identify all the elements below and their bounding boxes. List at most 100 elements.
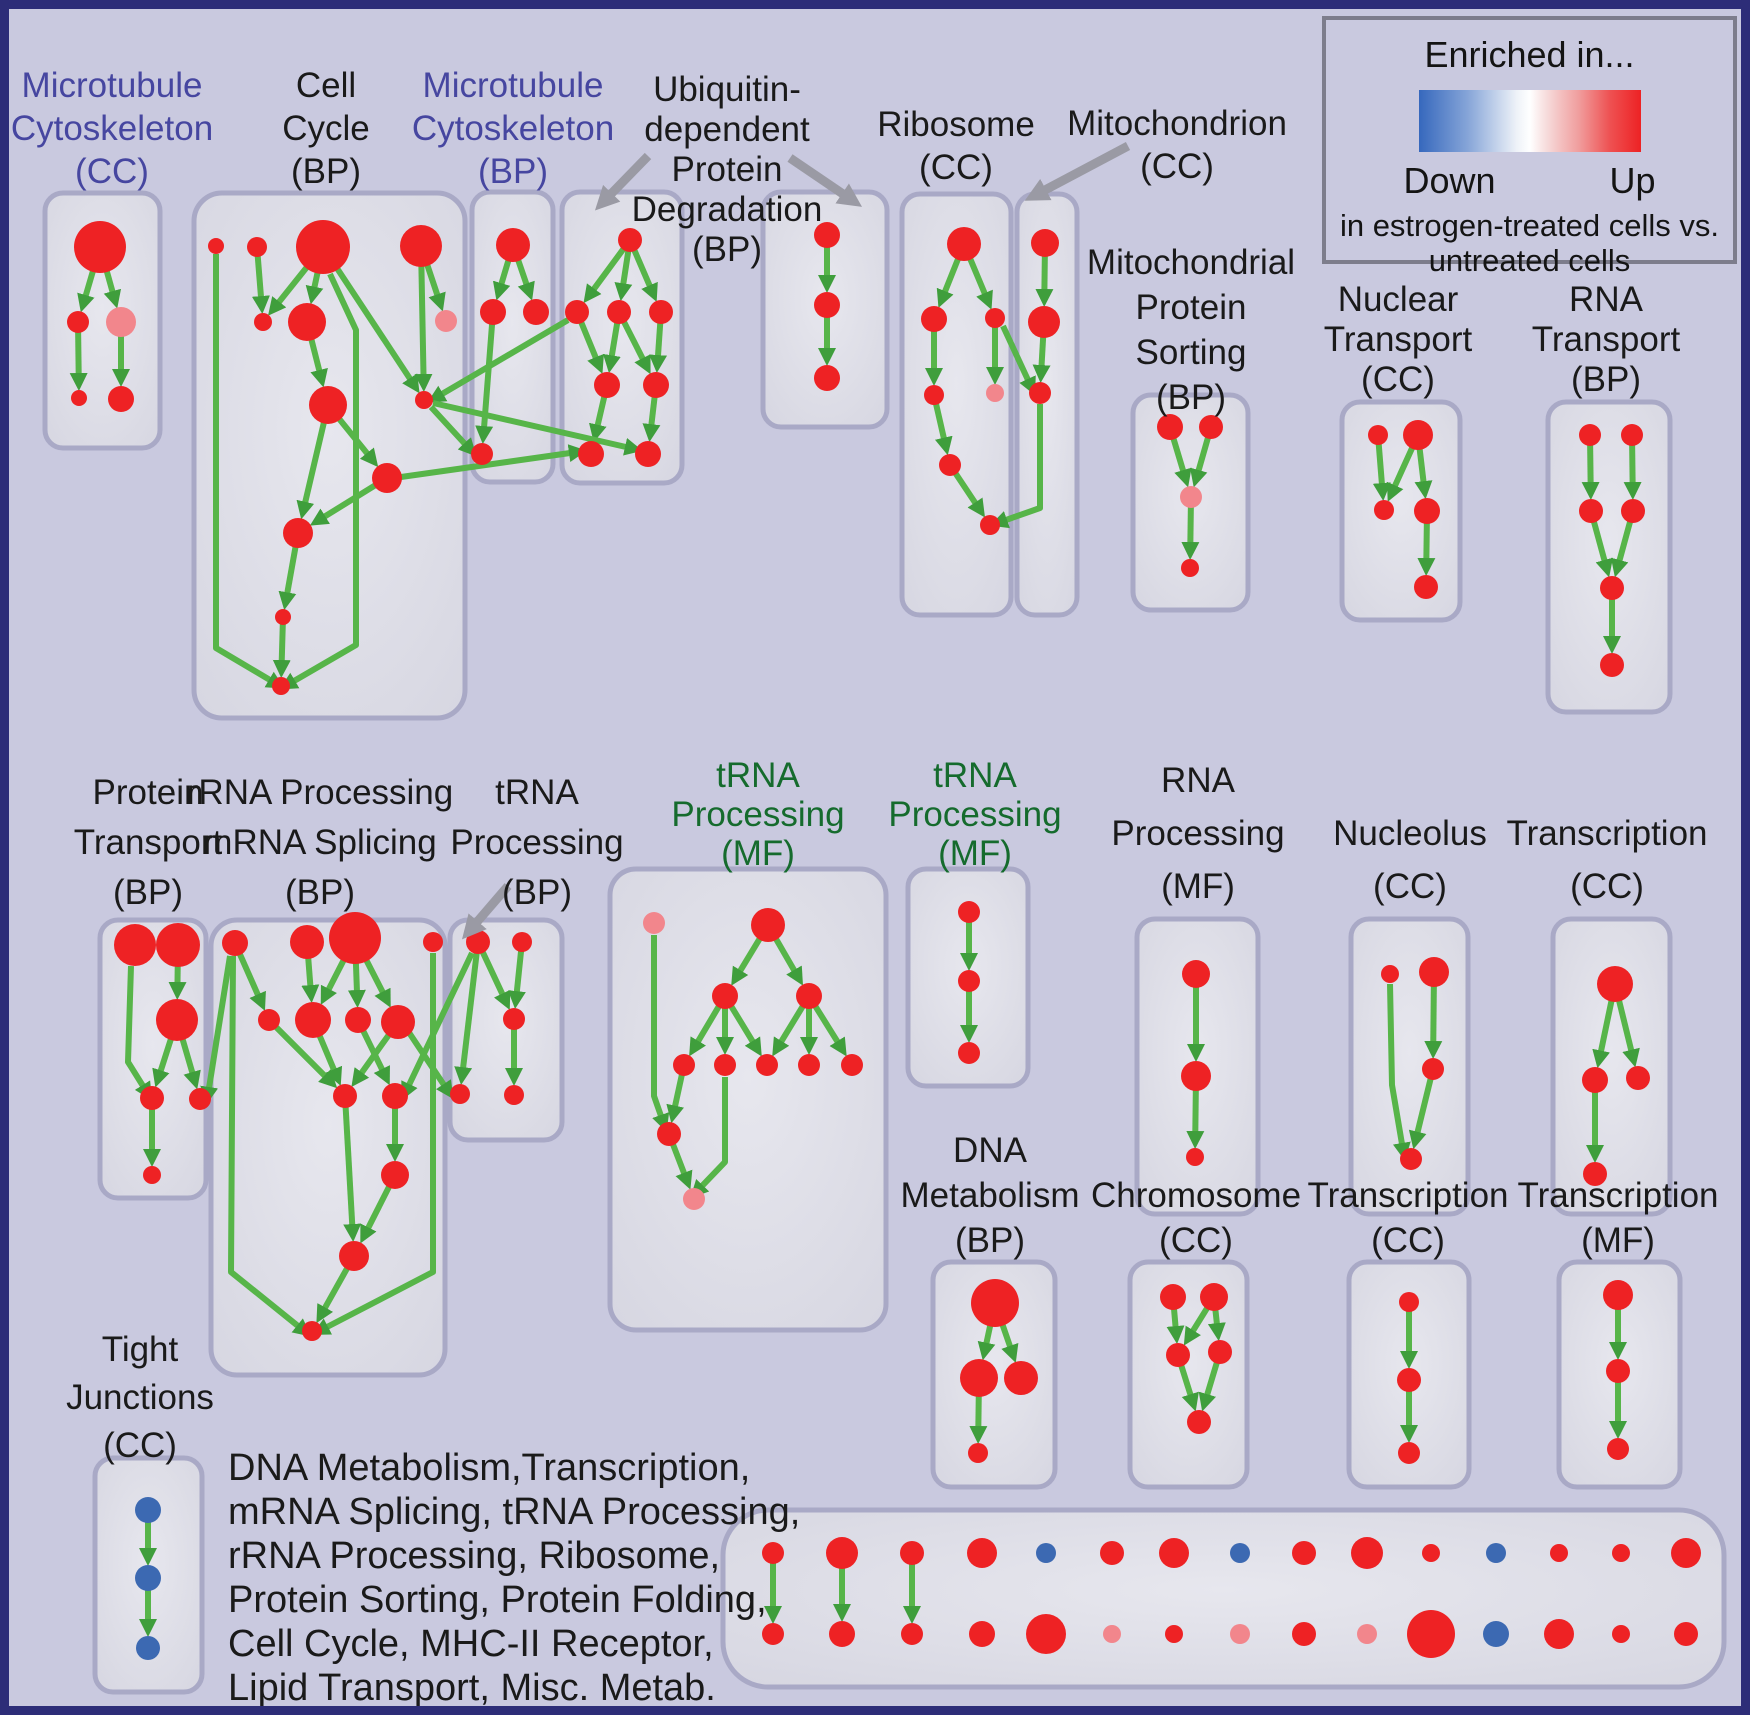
cluster-label-line: (CC) xyxy=(103,1426,177,1465)
cluster-label-line: Sorting xyxy=(1135,332,1247,372)
node-dna-metabolism-bp-1 xyxy=(960,1359,998,1397)
cluster-label-line: mRNA Splicing xyxy=(203,823,437,862)
node-rna-transport-bp-4 xyxy=(1600,576,1624,600)
cluster-label-line: tRNA xyxy=(933,755,1017,795)
node-misc-strip-28 xyxy=(1612,1625,1630,1643)
edge-cell-cycle-bp-12 xyxy=(213,254,285,689)
node-nuclear-transport-cc-3 xyxy=(1414,498,1440,524)
node-ubiquitin-degradation-bp-1-5 xyxy=(643,372,669,398)
summary-note-line: DNA Metabolism,Transcription, xyxy=(228,1447,751,1489)
node-chromosome-cc-3 xyxy=(1208,1340,1232,1364)
node-nuclear-transport-cc-0 xyxy=(1368,425,1388,445)
node-dna-metabolism-bp-2 xyxy=(1004,1361,1038,1395)
edge-trna-processing-mf-1-8 xyxy=(666,1073,686,1124)
edge-protein-transport-bp-2 xyxy=(179,1037,201,1090)
cluster-label-line: Cytoskeleton xyxy=(10,108,214,148)
node-trna-processing-mf-1-7 xyxy=(798,1054,820,1076)
cluster-label-line: (MF) xyxy=(938,833,1012,873)
node-dna-metabolism-bp-0 xyxy=(971,1279,1019,1327)
node-cell-cycle-bp-7 xyxy=(309,386,347,424)
edge-trna-processing-mf-1-10 xyxy=(651,935,670,1133)
cluster-label-line: Transport xyxy=(1531,320,1681,359)
cluster-label-line: RNA xyxy=(1569,280,1643,319)
edge-ubiquitin-degradation-bp-1-8 xyxy=(642,395,661,443)
cluster-label-transcription-cc-bottom: Transcription (CC) xyxy=(1308,1173,1509,1263)
edge-ubiquitin-degradation-bp-1-3 xyxy=(578,320,604,374)
node-rna-transport-bp-1 xyxy=(1621,424,1643,446)
edge-ubiquitin-degradation-bp-1-7 xyxy=(589,395,608,443)
node-rna-transport-bp-2 xyxy=(1579,499,1603,523)
node-cell-cycle-bp-11 xyxy=(275,609,291,625)
cluster-label-trna-processing-mf-1: tRNA Processing (MF) xyxy=(671,756,844,873)
cluster-label-microtubule-cytoskeleton-cc: Microtubule Cytoskeleton (CC) xyxy=(11,64,213,193)
edge-mitochondrion-cc-2 xyxy=(989,404,1043,529)
edge-nucleolus-cc-2 xyxy=(1387,983,1411,1161)
edge-cell-cycle-bp-6 xyxy=(308,337,328,388)
edges xyxy=(69,246,1642,1637)
cross-edge-ubiquitin1-to-cellcycle xyxy=(427,317,570,403)
edge-nuclear-transport-cc-1 xyxy=(1386,445,1416,502)
node-ribosome-cc-1 xyxy=(921,306,947,332)
node-transcription-cc-bottom-0 xyxy=(1399,1292,1419,1312)
cluster-label-line: Processing xyxy=(888,794,1062,834)
node-ubiquitin-degradation-bp-2-1 xyxy=(814,292,840,318)
cluster-label-line: (CC) xyxy=(1361,360,1435,399)
edge-cell-cycle-bp-8 xyxy=(296,420,328,520)
node-chromosome-cc-2 xyxy=(1166,1343,1190,1367)
edge-rrna-processing-mrna-splicing-bp-8 xyxy=(360,1028,390,1086)
cluster-label-line: Transcription xyxy=(1517,1175,1719,1215)
node-mitochondrion-cc-1 xyxy=(1028,306,1060,338)
node-chromosome-cc-0 xyxy=(1160,1284,1186,1310)
cluster-box-misc-strip xyxy=(720,1507,1727,1690)
edge-ribosome-cc-5 xyxy=(952,470,986,518)
node-misc-strip-18 xyxy=(969,1621,995,1647)
node-trna-processing-mf-1-0 xyxy=(643,912,665,934)
edge-chromosome-cc-4 xyxy=(1198,1360,1220,1412)
cluster-label-line: Transport xyxy=(73,823,223,862)
edge-microtubule-cytoskeleton-bp-0 xyxy=(492,258,512,301)
cluster-label-rrna-processing-mrna-splicing-bp: rRNA Processing mRNA Splicing (BP) xyxy=(187,768,453,918)
edge-rrna-processing-mrna-splicing-bp-3 xyxy=(347,961,366,1009)
node-nucleolus-cc-3 xyxy=(1400,1148,1422,1170)
cluster-label-mitochondrion-cc: Mitochondrion (CC) xyxy=(1067,102,1287,188)
node-trna-processing-mf-1-5 xyxy=(714,1054,736,1076)
edge-cell-cycle-bp-2 xyxy=(305,270,324,305)
edge-chromosome-cc-3 xyxy=(1178,1363,1199,1412)
cluster-label-line: Protein xyxy=(92,773,204,812)
edge-rrna-processing-mrna-splicing-bp-2 xyxy=(320,957,347,1005)
node-misc-strip-16 xyxy=(829,1621,855,1647)
label-arrows xyxy=(461,142,1131,940)
cluster-label-line: Processing xyxy=(1111,813,1285,853)
cross-edge-cellcycle-to-mtbp xyxy=(428,404,477,457)
node-protein-transport-bp-5 xyxy=(143,1166,161,1184)
node-trna-processing-mf-1-9 xyxy=(657,1122,681,1146)
edge-microtubule-cytoskeleton-cc-2 xyxy=(69,330,88,392)
node-misc-strip-29 xyxy=(1674,1622,1698,1646)
cluster-label-line: (BP) xyxy=(954,1220,1025,1260)
cluster-label-line: Nucleolus xyxy=(1333,813,1487,853)
node-cell-cycle-bp-0 xyxy=(208,238,224,254)
node-nuclear-transport-cc-1 xyxy=(1403,420,1433,450)
node-mitochondrial-protein-sorting-bp-0 xyxy=(1157,414,1183,440)
legend-gradient-bar xyxy=(1418,90,1641,152)
cluster-label-line: (BP) xyxy=(501,873,572,912)
node-cell-cycle-bp-9 xyxy=(372,463,402,493)
edge-trna-processing-mf-1-11 xyxy=(690,1077,728,1199)
node-rna-transport-bp-0 xyxy=(1579,424,1601,446)
node-rna-processing-mf-1 xyxy=(1181,1061,1211,1091)
node-rna-processing-mf-0 xyxy=(1182,960,1210,988)
node-ribosome-cc-6 xyxy=(980,515,1000,535)
node-transcription-cc-bottom-1 xyxy=(1397,1368,1421,1392)
node-microtubule-cytoskeleton-bp-1 xyxy=(480,299,506,325)
node-misc-strip-6 xyxy=(1159,1538,1189,1568)
node-chromosome-cc-1 xyxy=(1200,1283,1228,1311)
cross-edge-cellcycle-to-ubiquitin-right xyxy=(432,400,643,456)
edge-transcription-cc-mid-0 xyxy=(1592,999,1615,1069)
cluster-label-chromosome-cc: Chromosome (CC) xyxy=(1091,1173,1301,1263)
node-trna-processing-bp-2 xyxy=(503,1008,525,1030)
node-trna-processing-bp-3 xyxy=(450,1084,470,1104)
cluster-label-line: Processing xyxy=(671,794,845,834)
node-ribosome-cc-5 xyxy=(939,454,961,476)
node-rrna-processing-mrna-splicing-bp-6 xyxy=(345,1007,371,1033)
summary-note: DNA Metabolism,Transcription, mRNA Splici… xyxy=(228,1446,800,1706)
